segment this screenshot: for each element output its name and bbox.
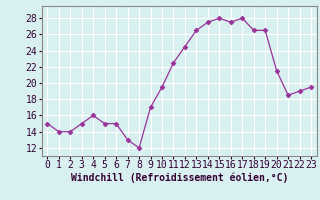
X-axis label: Windchill (Refroidissement éolien,°C): Windchill (Refroidissement éolien,°C) — [70, 173, 288, 183]
